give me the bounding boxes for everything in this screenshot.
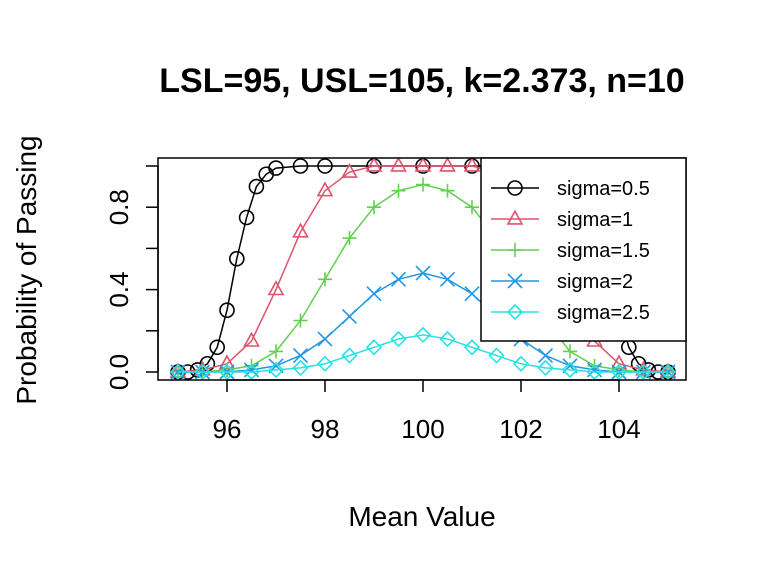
data-point: [440, 183, 455, 198]
data-point: [342, 231, 357, 246]
x-axis-label: Mean Value: [348, 501, 495, 532]
data-point: [415, 265, 431, 281]
data-point: [243, 363, 260, 381]
data-point: [316, 181, 334, 197]
data-point: [209, 339, 225, 356]
data-point: [365, 339, 383, 356]
data-point: [268, 160, 284, 176]
legend-marker: [507, 180, 523, 196]
data-point: [390, 330, 407, 348]
series-sigma=2.5: [169, 326, 677, 381]
data-point: [635, 363, 652, 381]
legend-label: sigma=2.5: [557, 302, 650, 324]
x-tick-label: 96: [213, 414, 242, 444]
chart-title: LSL=95, USL=105, k=2.373, n=10: [159, 62, 684, 100]
legend-marker: [506, 303, 524, 321]
data-point: [537, 347, 554, 364]
data-point: [229, 250, 245, 267]
legend-marker: [508, 243, 522, 257]
data-point: [293, 313, 308, 328]
x-tick-label: 100: [401, 414, 444, 444]
legend-item: sigma=1: [491, 209, 633, 231]
data-point: [366, 286, 382, 302]
y-tick-label: 0.8: [104, 189, 134, 225]
x-axis: 96 98 100 102 104: [213, 379, 641, 444]
data-point: [292, 222, 309, 238]
legend-label: sigma=1: [557, 209, 633, 231]
data-point: [341, 347, 358, 364]
data-point: [463, 156, 481, 172]
y-tick-label: 0.0: [104, 354, 134, 390]
data-point: [317, 158, 333, 174]
data-point: [439, 271, 456, 287]
data-point: [414, 326, 432, 344]
data-point: [341, 162, 358, 178]
data-point: [317, 331, 333, 347]
series-line: [178, 334, 668, 373]
data-point: [414, 156, 432, 172]
data-point: [512, 355, 530, 372]
data-point: [316, 355, 334, 372]
data-point: [416, 177, 430, 192]
legend-item: sigma=2: [491, 271, 633, 293]
data-point: [318, 272, 332, 287]
data-point: [341, 308, 358, 324]
data-point: [219, 302, 235, 319]
data-point: [269, 344, 283, 359]
data-point: [248, 178, 265, 195]
data-point: [238, 209, 255, 226]
data-point: [659, 363, 677, 381]
data-point: [391, 183, 406, 198]
data-point: [586, 363, 603, 381]
data-point: [292, 158, 309, 174]
data-point: [267, 361, 285, 379]
legend-marker: [506, 209, 524, 225]
data-point: [292, 347, 309, 364]
legend-item: sigma=2.5: [491, 302, 650, 324]
data-point: [218, 363, 236, 381]
data-point: [488, 347, 505, 364]
data-point: [365, 156, 383, 172]
legend-label: sigma=1.5: [557, 240, 650, 262]
data-point: [390, 156, 407, 172]
data-point: [390, 271, 407, 287]
y-tick-label: 0.4: [104, 272, 134, 308]
data-point: [292, 359, 309, 377]
data-point: [194, 363, 211, 381]
data-point: [465, 200, 479, 215]
legend-label: sigma=0.5: [557, 178, 650, 200]
y-axis: 0.0 0.4 0.8: [104, 165, 159, 390]
data-point: [439, 330, 456, 348]
x-tick-label: 102: [499, 414, 542, 444]
data-point: [463, 339, 481, 356]
legend-item: sigma=1.5: [491, 240, 650, 262]
legend-marker: [507, 273, 523, 289]
legend-item: sigma=0.5: [491, 178, 650, 200]
data-point: [243, 331, 260, 347]
x-tick-label: 104: [597, 414, 640, 444]
data-point: [537, 359, 554, 377]
data-point: [169, 363, 187, 381]
data-point: [464, 286, 480, 302]
data-point: [610, 363, 628, 381]
legend-label: sigma=2: [557, 271, 633, 293]
data-point: [367, 200, 381, 215]
y-axis-label: Probability of Passing: [11, 135, 42, 404]
data-point: [561, 361, 579, 379]
x-tick-label: 98: [311, 414, 340, 444]
legend: sigma=0.5 sigma=1 sigma=1.5 sigma=2 sigma=2.…: [480, 157, 687, 342]
data-point: [439, 156, 456, 172]
data-point: [563, 344, 577, 359]
data-point: [267, 280, 285, 296]
